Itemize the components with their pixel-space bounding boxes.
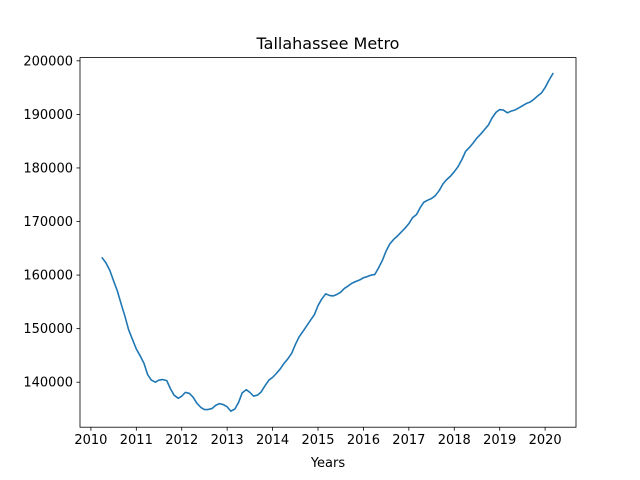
x-axis-label: Years (310, 456, 346, 471)
x-tick-label: 2013 (211, 433, 244, 448)
y-tick-label: 190000 (23, 108, 73, 123)
x-tick-label: 2019 (483, 433, 516, 448)
x-tick-label: 2015 (301, 433, 334, 448)
chart-title: Tallahassee Metro (256, 34, 400, 53)
plot-area (79, 57, 577, 428)
y-tick-label: 200000 (23, 54, 73, 69)
y-axis: 140000 150000 160000 170000 180000 190000 2000… (23, 54, 80, 391)
y-tick-label: 160000 (23, 269, 73, 284)
y-tick-label: 170000 (23, 215, 73, 230)
y-tick-label: 140000 (23, 376, 73, 391)
y-tick-label: 150000 (23, 322, 73, 337)
plot-background (80, 57, 576, 428)
x-tick-label: 2011 (120, 433, 153, 448)
x-tick-label: 2017 (392, 433, 425, 448)
x-tick-label: 2018 (438, 433, 471, 448)
x-axis: 2010 2011 2012 2013 2014 2015 2016 2017 2018 2019… (74, 427, 562, 448)
series-line (101, 72, 554, 412)
x-tick-label: 2010 (74, 433, 107, 448)
y-tick-label: 180000 (23, 161, 73, 176)
x-tick-label: 2016 (347, 433, 380, 448)
x-tick-label: 2014 (256, 433, 289, 448)
x-tick-label: 2020 (529, 433, 562, 448)
x-tick-label: 2012 (165, 433, 198, 448)
plot-frame (79, 57, 577, 428)
